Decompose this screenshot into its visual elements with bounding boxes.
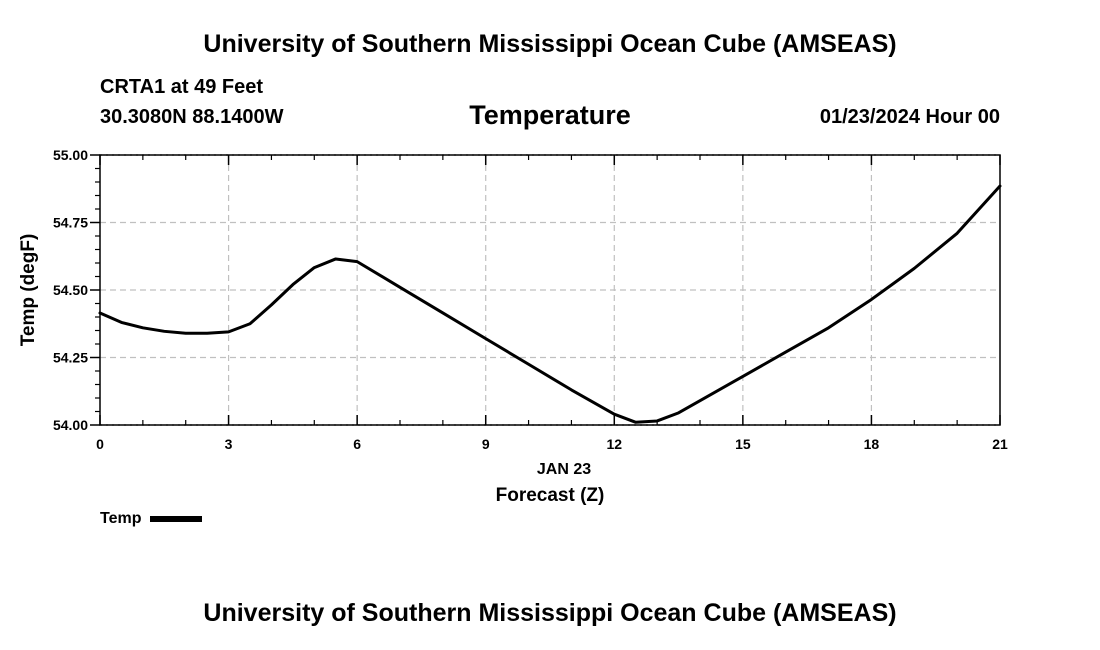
x-axis-date-label: JAN 23 bbox=[537, 461, 591, 478]
x-tick-label: 3 bbox=[225, 436, 233, 452]
x-tick-label: 15 bbox=[735, 436, 751, 452]
x-tick-label: 21 bbox=[992, 436, 1008, 452]
y-tick-label: 54.00 bbox=[53, 417, 88, 433]
axis-labels: 0 3 6 9 12 15 18 21 54.00 54.25 54.50 54.75 55.00 JAN… bbox=[18, 147, 1008, 506]
legend-label: Temp bbox=[100, 510, 142, 527]
y-tick-label: 55.00 bbox=[53, 147, 88, 163]
y-tick-label: 54.75 bbox=[53, 215, 88, 231]
x-tick-label: 18 bbox=[864, 436, 880, 452]
grid-lines bbox=[100, 154, 1000, 426]
forecast-datetime: 01/23/2024 Hour 00 bbox=[819, 106, 1000, 128]
chart-main-title: University of Southern Mississippi Ocean… bbox=[203, 30, 897, 58]
x-tick-label: 9 bbox=[482, 436, 490, 452]
footer-title: University of Southern Mississippi Ocean… bbox=[203, 599, 897, 627]
x-tick-label: 6 bbox=[353, 436, 361, 452]
station-label: CRTA1 at 49 Feet bbox=[100, 76, 264, 98]
legend: Temp bbox=[100, 510, 203, 528]
x-tick-label: 0 bbox=[96, 436, 104, 452]
x-axis-title: Forecast (Z) bbox=[496, 485, 605, 506]
y-tick-label: 54.25 bbox=[53, 350, 88, 366]
plot-frame bbox=[99, 154, 1001, 426]
series-line-temp bbox=[98, 184, 1002, 424]
variable-title: Temperature bbox=[469, 100, 631, 130]
y-tick-label: 54.50 bbox=[53, 282, 88, 298]
legend-line-swatch bbox=[150, 516, 203, 522]
coordinates-label: 30.3080N 88.1400W bbox=[100, 106, 284, 128]
y-axis-title: Temp (degF) bbox=[18, 234, 39, 347]
x-tick-label: 12 bbox=[606, 436, 622, 452]
